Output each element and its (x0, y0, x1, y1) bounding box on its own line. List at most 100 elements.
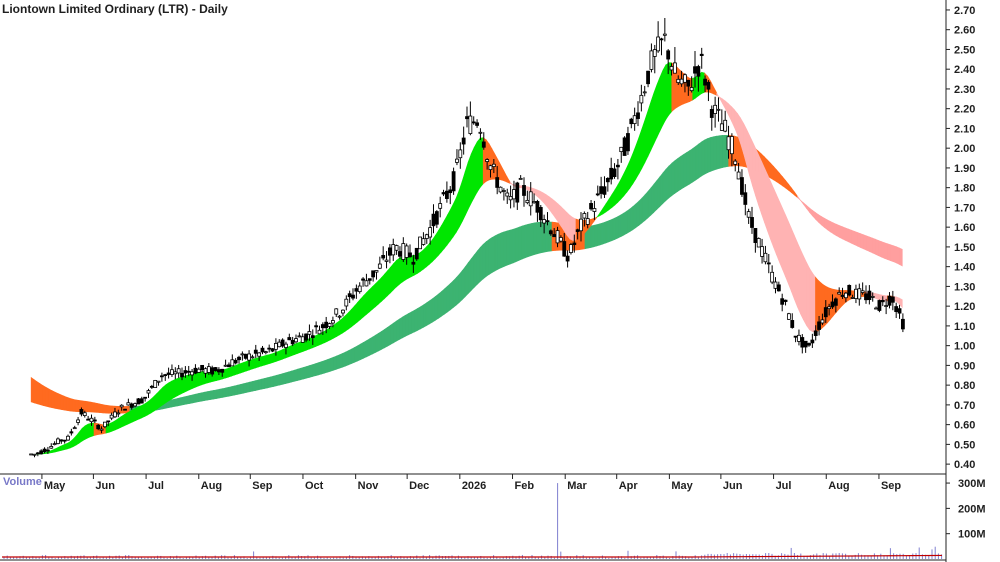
long-term-band-segment (524, 223, 529, 259)
candle-body (468, 115, 473, 134)
candle-body (897, 308, 902, 314)
long-term-band-segment (842, 226, 846, 241)
candle-body (398, 251, 402, 257)
candle-body (203, 368, 208, 374)
candle-body (139, 398, 144, 404)
long-term-band-segment (467, 257, 472, 295)
candle-body (381, 254, 386, 259)
short-term-band-segment (443, 214, 448, 250)
long-term-band-segment (860, 233, 864, 250)
candle-body (823, 307, 828, 318)
price-tick-label: 1.20 (954, 301, 975, 313)
candle-body (528, 191, 533, 207)
long-term-band-segment (348, 348, 352, 366)
short-term-band-segment (563, 208, 568, 237)
short-term-band-segment (898, 297, 903, 309)
candle-body (86, 418, 91, 421)
candle-body (458, 149, 463, 159)
short-term-band-segment (797, 242, 801, 314)
candle-body (444, 190, 449, 199)
candle-body (659, 38, 664, 41)
candle-body (35, 452, 40, 455)
candle-body (330, 320, 335, 324)
long-term-band-segment (423, 302, 427, 328)
long-term-band-segment (434, 293, 439, 321)
candle-body (408, 252, 412, 258)
long-term-band-segment (527, 223, 532, 258)
candle-body (367, 278, 372, 281)
short-term-band-segment (791, 228, 795, 300)
long-term-band-segment (189, 394, 194, 404)
candle-body (632, 115, 637, 124)
candle-body (250, 356, 255, 359)
candle-body (411, 261, 416, 265)
price-tick-label: 2.20 (954, 104, 975, 116)
long-term-band-segment (587, 225, 592, 249)
candle-body (153, 379, 158, 388)
long-term-band-segment (63, 395, 68, 411)
candle-body (310, 335, 315, 338)
candle-body (552, 234, 557, 238)
candle-body (579, 218, 583, 232)
candle-body (793, 335, 798, 338)
short-term-band-segment (264, 354, 268, 366)
short-term-band-segment (147, 398, 152, 416)
candle-body (605, 178, 610, 183)
candle-body (599, 186, 604, 194)
price-tick-label: 2.40 (954, 64, 975, 76)
long-term-band-segment (282, 372, 286, 385)
candle-body (136, 398, 141, 405)
candle-body (699, 53, 704, 56)
short-term-band-segment (455, 189, 460, 234)
candle-body (170, 369, 174, 375)
candle-body (119, 404, 124, 408)
long-term-band-segment (641, 194, 646, 224)
long-term-band-segment (168, 399, 173, 408)
long-term-band-segment (378, 330, 382, 352)
long-term-band-segment (512, 227, 517, 264)
long-term-band-segment (339, 353, 343, 369)
price-tick-label: 0.60 (954, 420, 975, 432)
short-term-band-segment (411, 255, 415, 278)
long-term-band-segment (210, 390, 215, 400)
long-term-band-segment (884, 242, 888, 260)
short-term-band-segment (423, 246, 427, 270)
short-term-band-segment (425, 242, 430, 268)
long-term-band-segment (267, 376, 271, 389)
candle-body (200, 364, 205, 371)
candle-body (609, 167, 614, 180)
price-tick-label: 0.40 (954, 459, 975, 471)
long-term-band-segment (315, 362, 319, 377)
candle-body (79, 409, 84, 415)
price-ticks: 0.40 0.50 0.60 0.70 0.80 0.90 1.00 1.10 1.20 1.30… (946, 5, 975, 471)
candle-body (297, 335, 302, 338)
long-term-band-segment (306, 365, 310, 379)
candle-body (377, 263, 382, 269)
candle-body (639, 94, 644, 104)
long-term-band-segment (692, 145, 697, 183)
candle-body (726, 136, 731, 151)
candle-body (404, 245, 409, 258)
long-term-band-segment (99, 403, 104, 414)
short-term-band-segment (63, 443, 68, 451)
candle-body (642, 91, 647, 94)
candle-body (42, 448, 47, 453)
long-term-band-segment (207, 390, 212, 401)
short-term-band-segment (449, 204, 454, 242)
long-term-band-segment (405, 313, 409, 337)
price-tick-label: 0.50 (954, 439, 975, 451)
long-term-band-segment (638, 197, 643, 226)
candle-body (495, 177, 500, 188)
short-term-band-segment (372, 283, 376, 310)
candle-body (508, 196, 513, 201)
long-term-band-segment (414, 308, 418, 333)
long-term-band-segment (303, 366, 307, 380)
candle-body (294, 338, 298, 343)
candle-body (716, 108, 721, 111)
long-term-band-segment (240, 383, 244, 395)
candle-body (300, 336, 305, 343)
candle-body (860, 290, 865, 293)
long-term-band-segment (87, 401, 92, 413)
long-term-band-segment (231, 385, 236, 396)
short-term-band-segment (351, 305, 355, 328)
